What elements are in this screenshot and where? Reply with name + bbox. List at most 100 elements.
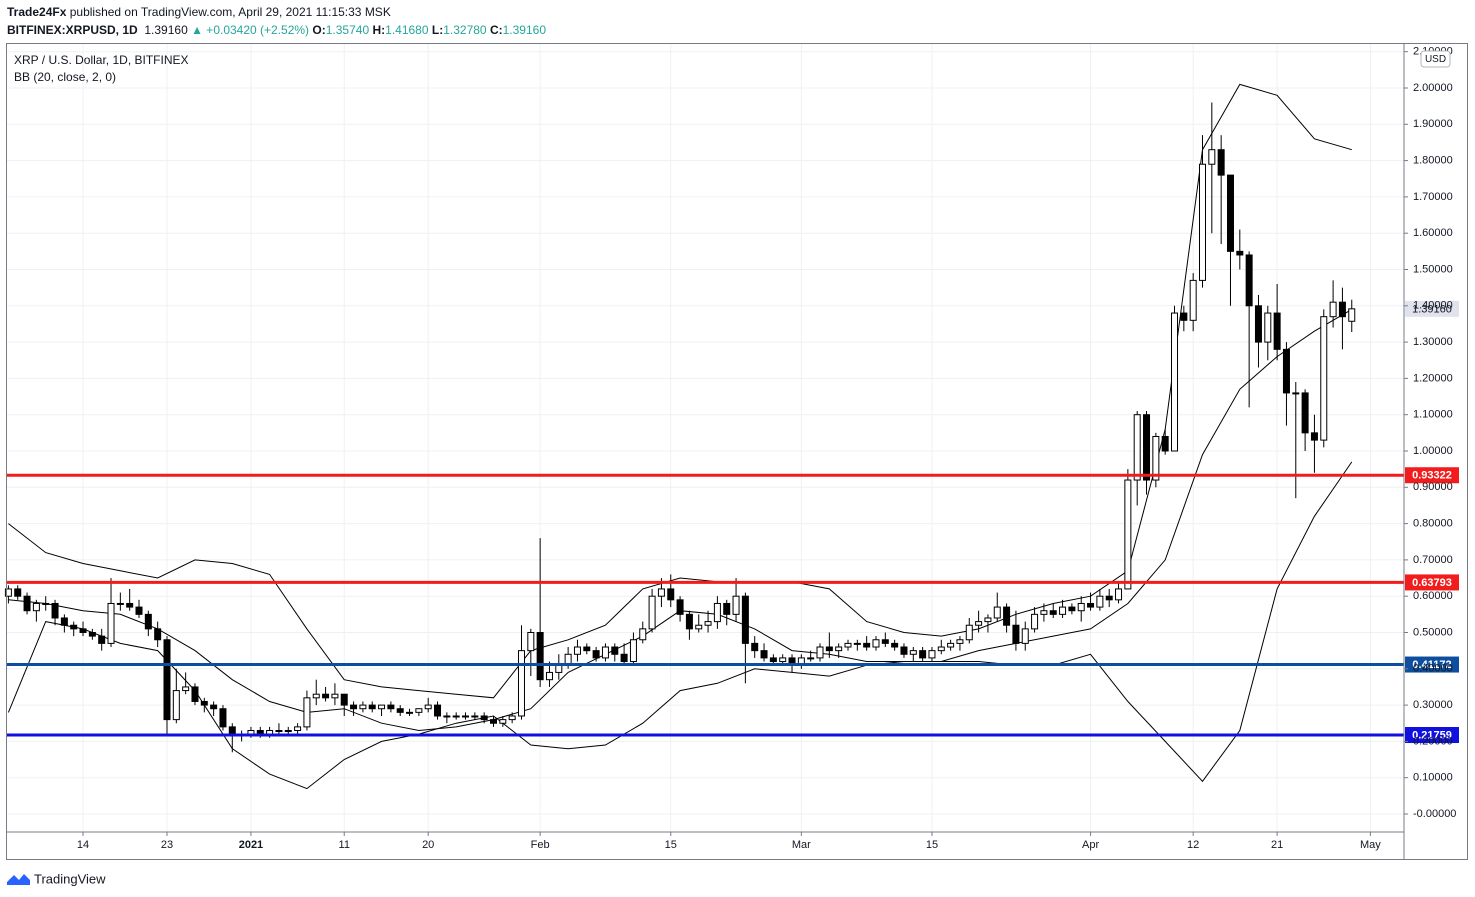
candle-body	[14, 588, 22, 597]
candle-body	[1077, 602, 1085, 612]
x-tick-label: 15	[926, 839, 938, 851]
candle-body	[1329, 301, 1337, 318]
o-label: O:	[312, 23, 326, 37]
candle-body	[406, 711, 414, 714]
candle-body	[191, 686, 199, 702]
candle-body	[51, 602, 59, 619]
candle-body	[32, 602, 40, 612]
candle-body	[1171, 312, 1179, 452]
candle-body	[881, 639, 889, 644]
candle-body	[1254, 305, 1262, 343]
candle-body	[135, 606, 143, 615]
y-tick-label: 0.60000	[1413, 590, 1453, 602]
candle-body	[853, 642, 861, 645]
candle-body	[1059, 606, 1067, 615]
candle-body	[583, 646, 591, 652]
candle-body	[1320, 316, 1328, 441]
candle-body	[947, 642, 955, 648]
candle-body	[1292, 392, 1300, 395]
candle-body	[1348, 308, 1356, 322]
candle-body	[536, 631, 544, 681]
candle-body	[956, 639, 964, 644]
candle-body	[741, 595, 749, 644]
bollinger-basis	[8, 308, 1353, 732]
candle-body	[1087, 602, 1095, 608]
y-tick-label: 2.00000	[1413, 82, 1453, 94]
candle-body	[863, 642, 871, 648]
candle-body	[984, 617, 992, 623]
h-value: 1.41680	[385, 23, 429, 37]
published: published on TradingView.com, April 29, …	[69, 5, 391, 19]
candle-body	[200, 700, 208, 706]
candle-body	[928, 650, 936, 659]
candle-body	[872, 639, 880, 648]
candle-body	[601, 646, 609, 659]
bollinger-lower	[7, 461, 1353, 790]
level-tag	[1405, 727, 1459, 744]
candle-body	[1031, 613, 1039, 630]
candle-body	[1338, 301, 1346, 318]
candle-body	[1189, 279, 1197, 321]
publish-line: Trade24Fx published on TradingView.com, …	[7, 5, 391, 19]
candle-body	[4, 588, 12, 597]
brand: TradingView	[34, 871, 106, 886]
candle-body	[975, 621, 983, 626]
x-tick-label: Apr	[1082, 839, 1099, 851]
candle-body	[825, 646, 833, 652]
candle-body	[107, 602, 115, 644]
candle-body	[639, 628, 647, 641]
candle-body	[1264, 312, 1272, 343]
candle-body	[1124, 479, 1132, 590]
candle-body	[993, 606, 1001, 619]
x-tick-label: 15	[665, 839, 677, 851]
candle-body	[751, 642, 759, 652]
candle-body	[275, 730, 283, 733]
c-label: C:	[489, 23, 503, 37]
candle-body	[116, 602, 124, 605]
candle-body	[144, 613, 152, 630]
candle-body	[322, 693, 330, 699]
x-tick-label: 11	[339, 839, 350, 851]
candle-body	[490, 719, 498, 724]
y-tick-label: 0.40000	[1413, 663, 1453, 675]
candle-body	[154, 628, 162, 641]
x-tick-label: 20	[422, 839, 434, 851]
level-tag	[1405, 467, 1459, 484]
candle-body	[396, 708, 404, 713]
candle-body	[573, 646, 581, 655]
candle-body	[1301, 392, 1309, 434]
currency-box	[1420, 50, 1451, 68]
y-tick-label: 0.50000	[1413, 626, 1453, 638]
candle-body	[667, 588, 675, 601]
y-tick-label: 1.90000	[1413, 118, 1453, 130]
y-tick-label: 0.30000	[1413, 699, 1453, 711]
legend-title: XRP / U.S. Dollar, 1D, BITFINEX	[14, 53, 189, 67]
x-tick-label: 2021	[239, 839, 263, 851]
candle-body	[434, 704, 442, 717]
candle-body	[452, 715, 460, 718]
candle-body	[1105, 595, 1113, 601]
level-tag	[1405, 656, 1459, 673]
candle-body	[163, 639, 171, 721]
candle-body	[816, 646, 824, 659]
candle-body	[340, 693, 348, 706]
candle-body	[182, 686, 190, 692]
candle-body	[387, 704, 395, 710]
candle-body	[1245, 254, 1253, 307]
candle-body	[909, 650, 917, 655]
y-tick-label: 1.70000	[1413, 191, 1453, 203]
candle-body	[88, 631, 96, 637]
candle-body	[294, 726, 302, 732]
y-tick-label: 1.20000	[1413, 372, 1453, 384]
candle-body	[499, 719, 507, 724]
author: Trade24Fx	[7, 5, 67, 19]
candle-body	[480, 715, 488, 721]
candle-body	[676, 599, 684, 615]
x-tick-label: 23	[161, 839, 173, 851]
candle-body	[1198, 163, 1206, 281]
candle-body	[713, 602, 721, 623]
candle-body	[350, 704, 358, 710]
candle-body	[415, 708, 423, 713]
